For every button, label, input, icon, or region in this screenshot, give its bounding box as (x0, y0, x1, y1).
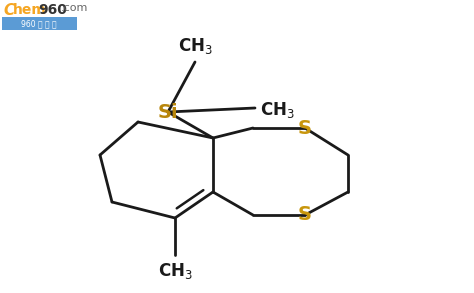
Text: S: S (298, 205, 312, 224)
Bar (2, 17, 77, 30)
Text: CH$_3$: CH$_3$ (158, 261, 192, 281)
Text: .com: .com (61, 3, 88, 13)
Text: 960: 960 (38, 3, 67, 17)
Text: Si: Si (158, 103, 178, 122)
Text: S: S (298, 118, 312, 137)
Text: CH$_3$: CH$_3$ (178, 36, 212, 56)
Text: 960 化 工 网: 960 化 工 网 (21, 20, 57, 28)
Text: hem: hem (13, 3, 47, 17)
Text: C: C (3, 3, 14, 18)
Text: CH$_3$: CH$_3$ (260, 100, 295, 120)
